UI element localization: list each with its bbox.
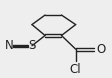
Text: O: O [96,43,106,56]
Text: Cl: Cl [70,63,81,76]
Text: N: N [5,39,13,52]
Text: S: S [28,39,36,52]
